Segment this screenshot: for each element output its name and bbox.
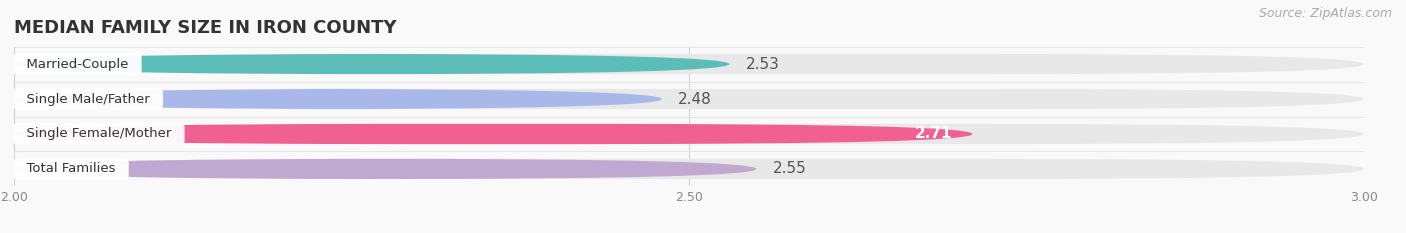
FancyBboxPatch shape: [14, 89, 662, 109]
Text: Married-Couple: Married-Couple: [18, 58, 136, 71]
Text: Source: ZipAtlas.com: Source: ZipAtlas.com: [1258, 7, 1392, 20]
Text: 2.53: 2.53: [745, 57, 779, 72]
Text: Total Families: Total Families: [18, 162, 124, 175]
FancyBboxPatch shape: [14, 89, 1364, 109]
FancyBboxPatch shape: [14, 54, 1364, 74]
FancyBboxPatch shape: [14, 124, 1364, 144]
Text: MEDIAN FAMILY SIZE IN IRON COUNTY: MEDIAN FAMILY SIZE IN IRON COUNTY: [14, 19, 396, 37]
Text: 2.55: 2.55: [773, 161, 807, 176]
Text: 2.71: 2.71: [915, 127, 952, 141]
Text: 2.48: 2.48: [678, 92, 711, 106]
Text: Single Female/Mother: Single Female/Mother: [18, 127, 180, 140]
Text: Single Male/Father: Single Male/Father: [18, 93, 159, 106]
FancyBboxPatch shape: [14, 54, 730, 74]
FancyBboxPatch shape: [14, 159, 756, 179]
FancyBboxPatch shape: [14, 124, 973, 144]
FancyBboxPatch shape: [14, 159, 1364, 179]
